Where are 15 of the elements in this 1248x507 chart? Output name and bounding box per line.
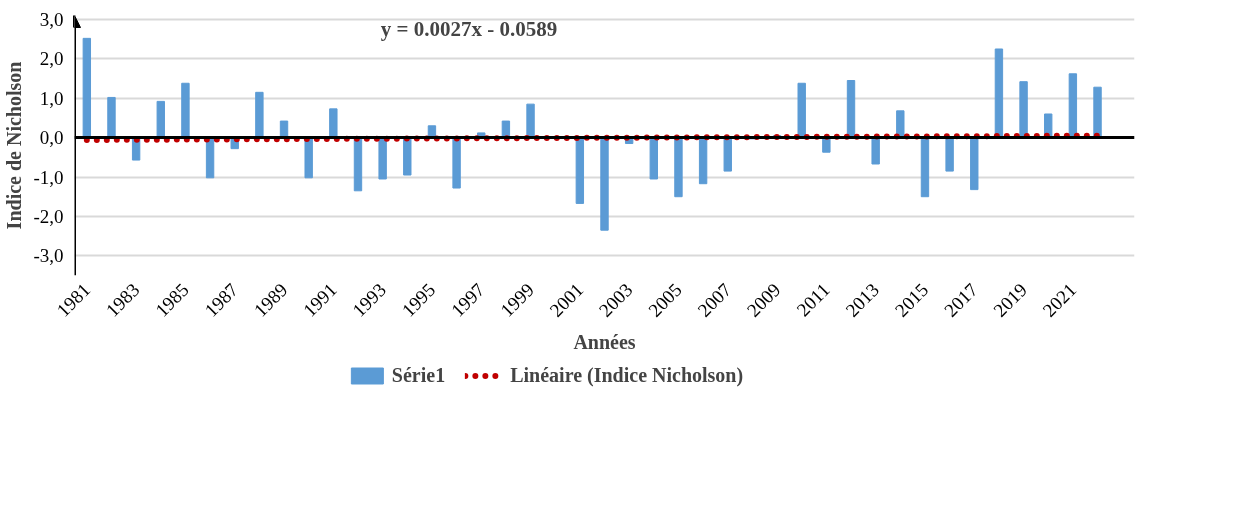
legend-label: Linéaire (Indice Nicholson) xyxy=(510,363,744,387)
y-axis-title: Indice de Nicholson xyxy=(3,61,26,230)
y-tick-label: -1,0 xyxy=(33,166,64,188)
x-tick-label: 1981 xyxy=(52,279,95,321)
y-tick-label: 3,0 xyxy=(39,8,64,30)
annotation: y = 0.0027x - 0.0589 xyxy=(380,17,558,42)
y-tick-label: 2,0 xyxy=(39,48,64,70)
x-axis-title: Années xyxy=(573,330,636,353)
x-tick-label: 2011 xyxy=(792,279,834,321)
legend-label: Série1 xyxy=(391,363,446,387)
y-tick-label: 1,0 xyxy=(39,87,64,109)
x-tick-label: 1991 xyxy=(299,279,341,321)
y-tick-label: -3,0 xyxy=(33,245,64,267)
y-tick-label: -2,0 xyxy=(33,205,64,227)
y-tick-label: 0,0 xyxy=(39,127,64,149)
